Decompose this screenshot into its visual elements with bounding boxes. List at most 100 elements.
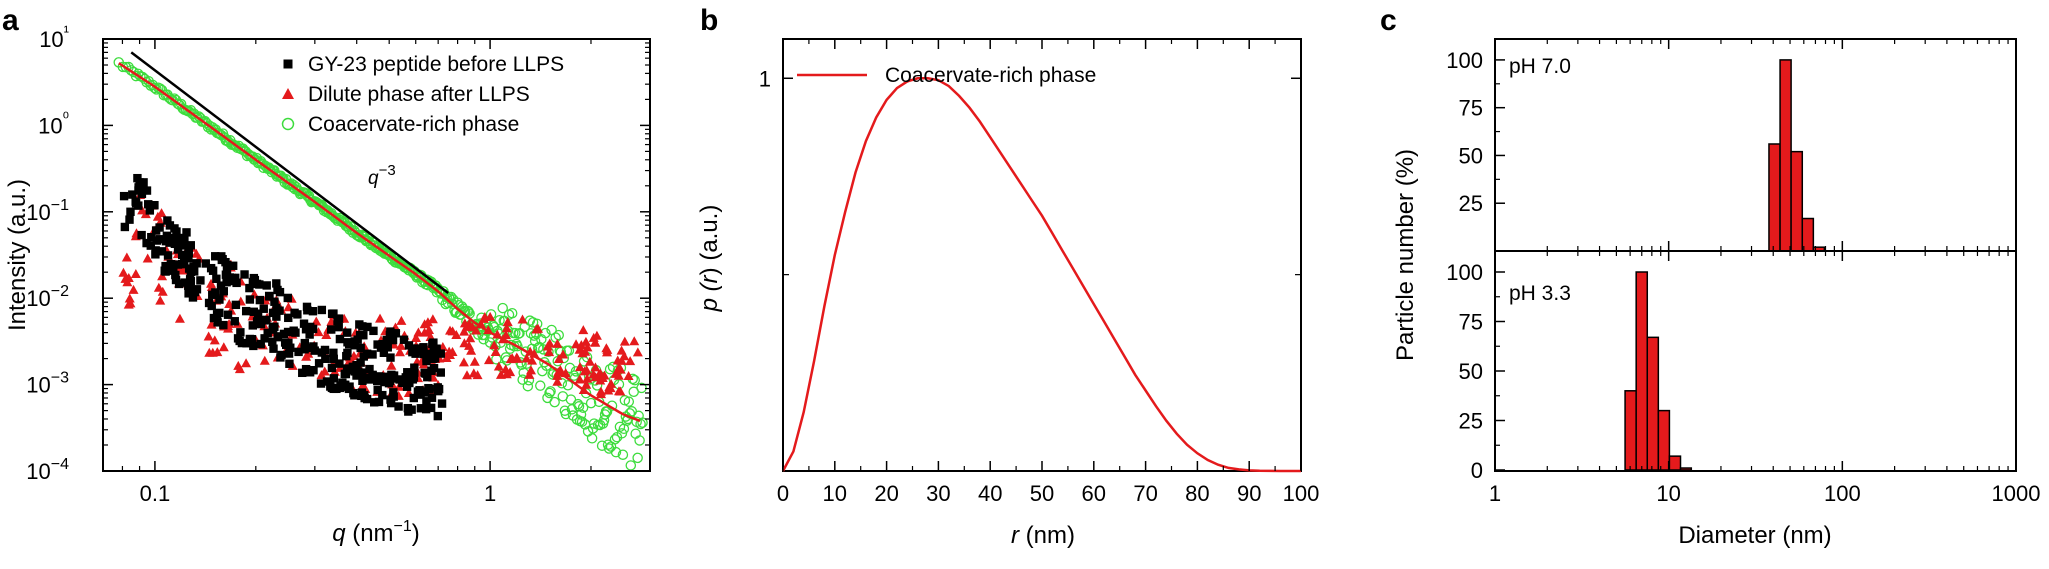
- panel-a-dilute-point: [130, 268, 141, 278]
- panel-a-gy23-point: [404, 341, 414, 350]
- panel-a-dilute-point: [422, 327, 433, 337]
- panel-a-gy23-point: [334, 322, 343, 332]
- panel-a-gy23-point: [137, 189, 147, 199]
- panel-a-coacervate-point: [634, 435, 645, 446]
- panel-a-gy23-point: [379, 348, 389, 357]
- panel-c-y-tick-label: 75: [1459, 310, 1483, 335]
- panel-a-gy23-point: [201, 259, 210, 268]
- panel-a-gy23-point: [237, 338, 247, 348]
- panel-a-frame: [102, 38, 651, 472]
- panel-a-data-layer: [113, 51, 648, 471]
- panel-a-dilute-point: [590, 362, 601, 372]
- panel-a-gy23-point: [429, 347, 438, 356]
- panel-a-dilute-point: [472, 370, 483, 380]
- panel-c-x-tick-label: 100: [1824, 481, 1861, 506]
- panel-a-coacervate-point: [517, 374, 528, 385]
- panel-a-gy23-point: [343, 328, 352, 337]
- panel-a-coacervate-point: [610, 446, 622, 458]
- panel-a-coacervate-point: [494, 314, 505, 326]
- panel-a-gy23-point: [386, 395, 395, 404]
- panel-a-gy23-point: [358, 368, 367, 377]
- panel-a-gy23-point: [142, 238, 151, 248]
- panel-a-gy23-point: [409, 373, 419, 382]
- panel-a-coacervate-point: [149, 82, 160, 94]
- panel-a-dilute-point: [174, 313, 185, 323]
- panel-a-gy23-point: [231, 300, 241, 310]
- panel-a-gy23-point: [408, 347, 417, 357]
- panel-a-coacervate-point: [506, 307, 518, 319]
- panel-a-gy23-point: [430, 354, 440, 363]
- panel-a-gy23-point: [373, 385, 382, 395]
- panel-a-coacervate-point: [586, 433, 598, 444]
- panel-a-dilute-point: [502, 317, 513, 327]
- panel-a-dilute-point: [552, 338, 563, 348]
- panel-a-gy23-point: [365, 364, 374, 374]
- panel-b-x-tick-label: 100: [1283, 481, 1320, 506]
- panel-a-dilute-point: [606, 378, 617, 388]
- panel-a-gy23-point: [434, 386, 443, 396]
- panel-a-dilute-point: [218, 342, 229, 352]
- panel-a-gy23-point: [420, 368, 429, 378]
- panel-a-coacervate-point: [609, 434, 621, 445]
- panel-a-dilute-point: [123, 273, 134, 283]
- panel-a-gy23-point: [334, 314, 344, 323]
- panel-a-gy23-point: [378, 340, 387, 349]
- panel-a-coacervate-point: [516, 359, 527, 371]
- panel-a-coacervate-point: [371, 243, 382, 254]
- panel-a-gy23-point: [230, 317, 239, 326]
- panel-a-gy23-point: [340, 380, 349, 390]
- panel-a-gy23-point: [437, 399, 447, 408]
- panel-a-gy23-point: [184, 253, 193, 263]
- panel-a-gy23-point: [269, 344, 278, 353]
- panel-a-coacervate-point: [637, 417, 648, 428]
- panel-b-x-tick-label: 60: [1082, 481, 1106, 506]
- panel-a-gy23-point: [231, 273, 240, 283]
- panel-a-gy23-point: [359, 352, 368, 361]
- panel-c-bar: [1646, 336, 1660, 471]
- panel-a-gy23-point: [252, 317, 262, 326]
- panel-a-dilute-point: [469, 356, 480, 366]
- panel-a-gy23-point: [416, 404, 426, 413]
- panel-b-legend: Coacervate-rich phase: [797, 64, 1096, 87]
- panel-a-gy23-point: [145, 206, 155, 215]
- panel-a-gy23-point: [162, 231, 172, 241]
- panel-a-gy23-point: [316, 379, 326, 388]
- panel-a-gy23-point: [249, 341, 258, 351]
- panel-a-dilute-point: [612, 355, 623, 365]
- panel-a-gy23-point: [358, 322, 367, 331]
- panel-a-dilute-point: [212, 347, 223, 357]
- panel-a-dilute-point: [485, 311, 496, 321]
- panel-b-x-tick-label: 50: [1030, 481, 1054, 506]
- panel-a-gy23-point: [341, 369, 351, 379]
- panel-a-gy23-point: [222, 265, 232, 274]
- panel-a-dilute-point: [629, 336, 640, 346]
- panel-a-gy23-point: [302, 302, 312, 312]
- panel-b-axes: 0 10 20 30 40 50 60 70 80 90 100 1: [759, 39, 1320, 506]
- panel-a-coacervate-point: [535, 380, 546, 391]
- panel-a-gy23-point: [389, 388, 398, 397]
- panel-a-dilute-point: [121, 252, 132, 262]
- panel-a-gy23-point: [161, 261, 170, 271]
- panel-a-dilute-point: [571, 339, 582, 349]
- panel-a-gy23-point: [262, 316, 271, 325]
- panel-a-dilute-point: [142, 253, 153, 263]
- panel-a-gy23-point: [219, 287, 228, 296]
- panel-a-gy23-point: [171, 275, 181, 285]
- panel-a-gy23-point: [163, 216, 172, 225]
- panel-a-coacervate-point: [562, 380, 574, 391]
- panel-a-gy23-point: [263, 328, 272, 338]
- panel-a-dilute-point: [459, 326, 470, 336]
- panel-a-gy23-point: [384, 378, 394, 388]
- panel-a-gy23-point: [335, 334, 345, 344]
- panel-a-x-tick-label: 0.1: [140, 481, 171, 506]
- panel-c-y-tick-label: 100: [1446, 48, 1483, 73]
- panel-a-gy23-point: [294, 347, 303, 357]
- panel-a-gy23-point: [139, 178, 148, 187]
- panel-c-bar: [1790, 150, 1804, 252]
- panel-a-dilute-point: [458, 357, 469, 367]
- panel-a-dilute-point: [625, 356, 636, 366]
- panel-a-gy23-point: [222, 278, 231, 287]
- panel-a-dilute-point: [599, 370, 610, 380]
- panel-a-gy23-point: [262, 281, 271, 290]
